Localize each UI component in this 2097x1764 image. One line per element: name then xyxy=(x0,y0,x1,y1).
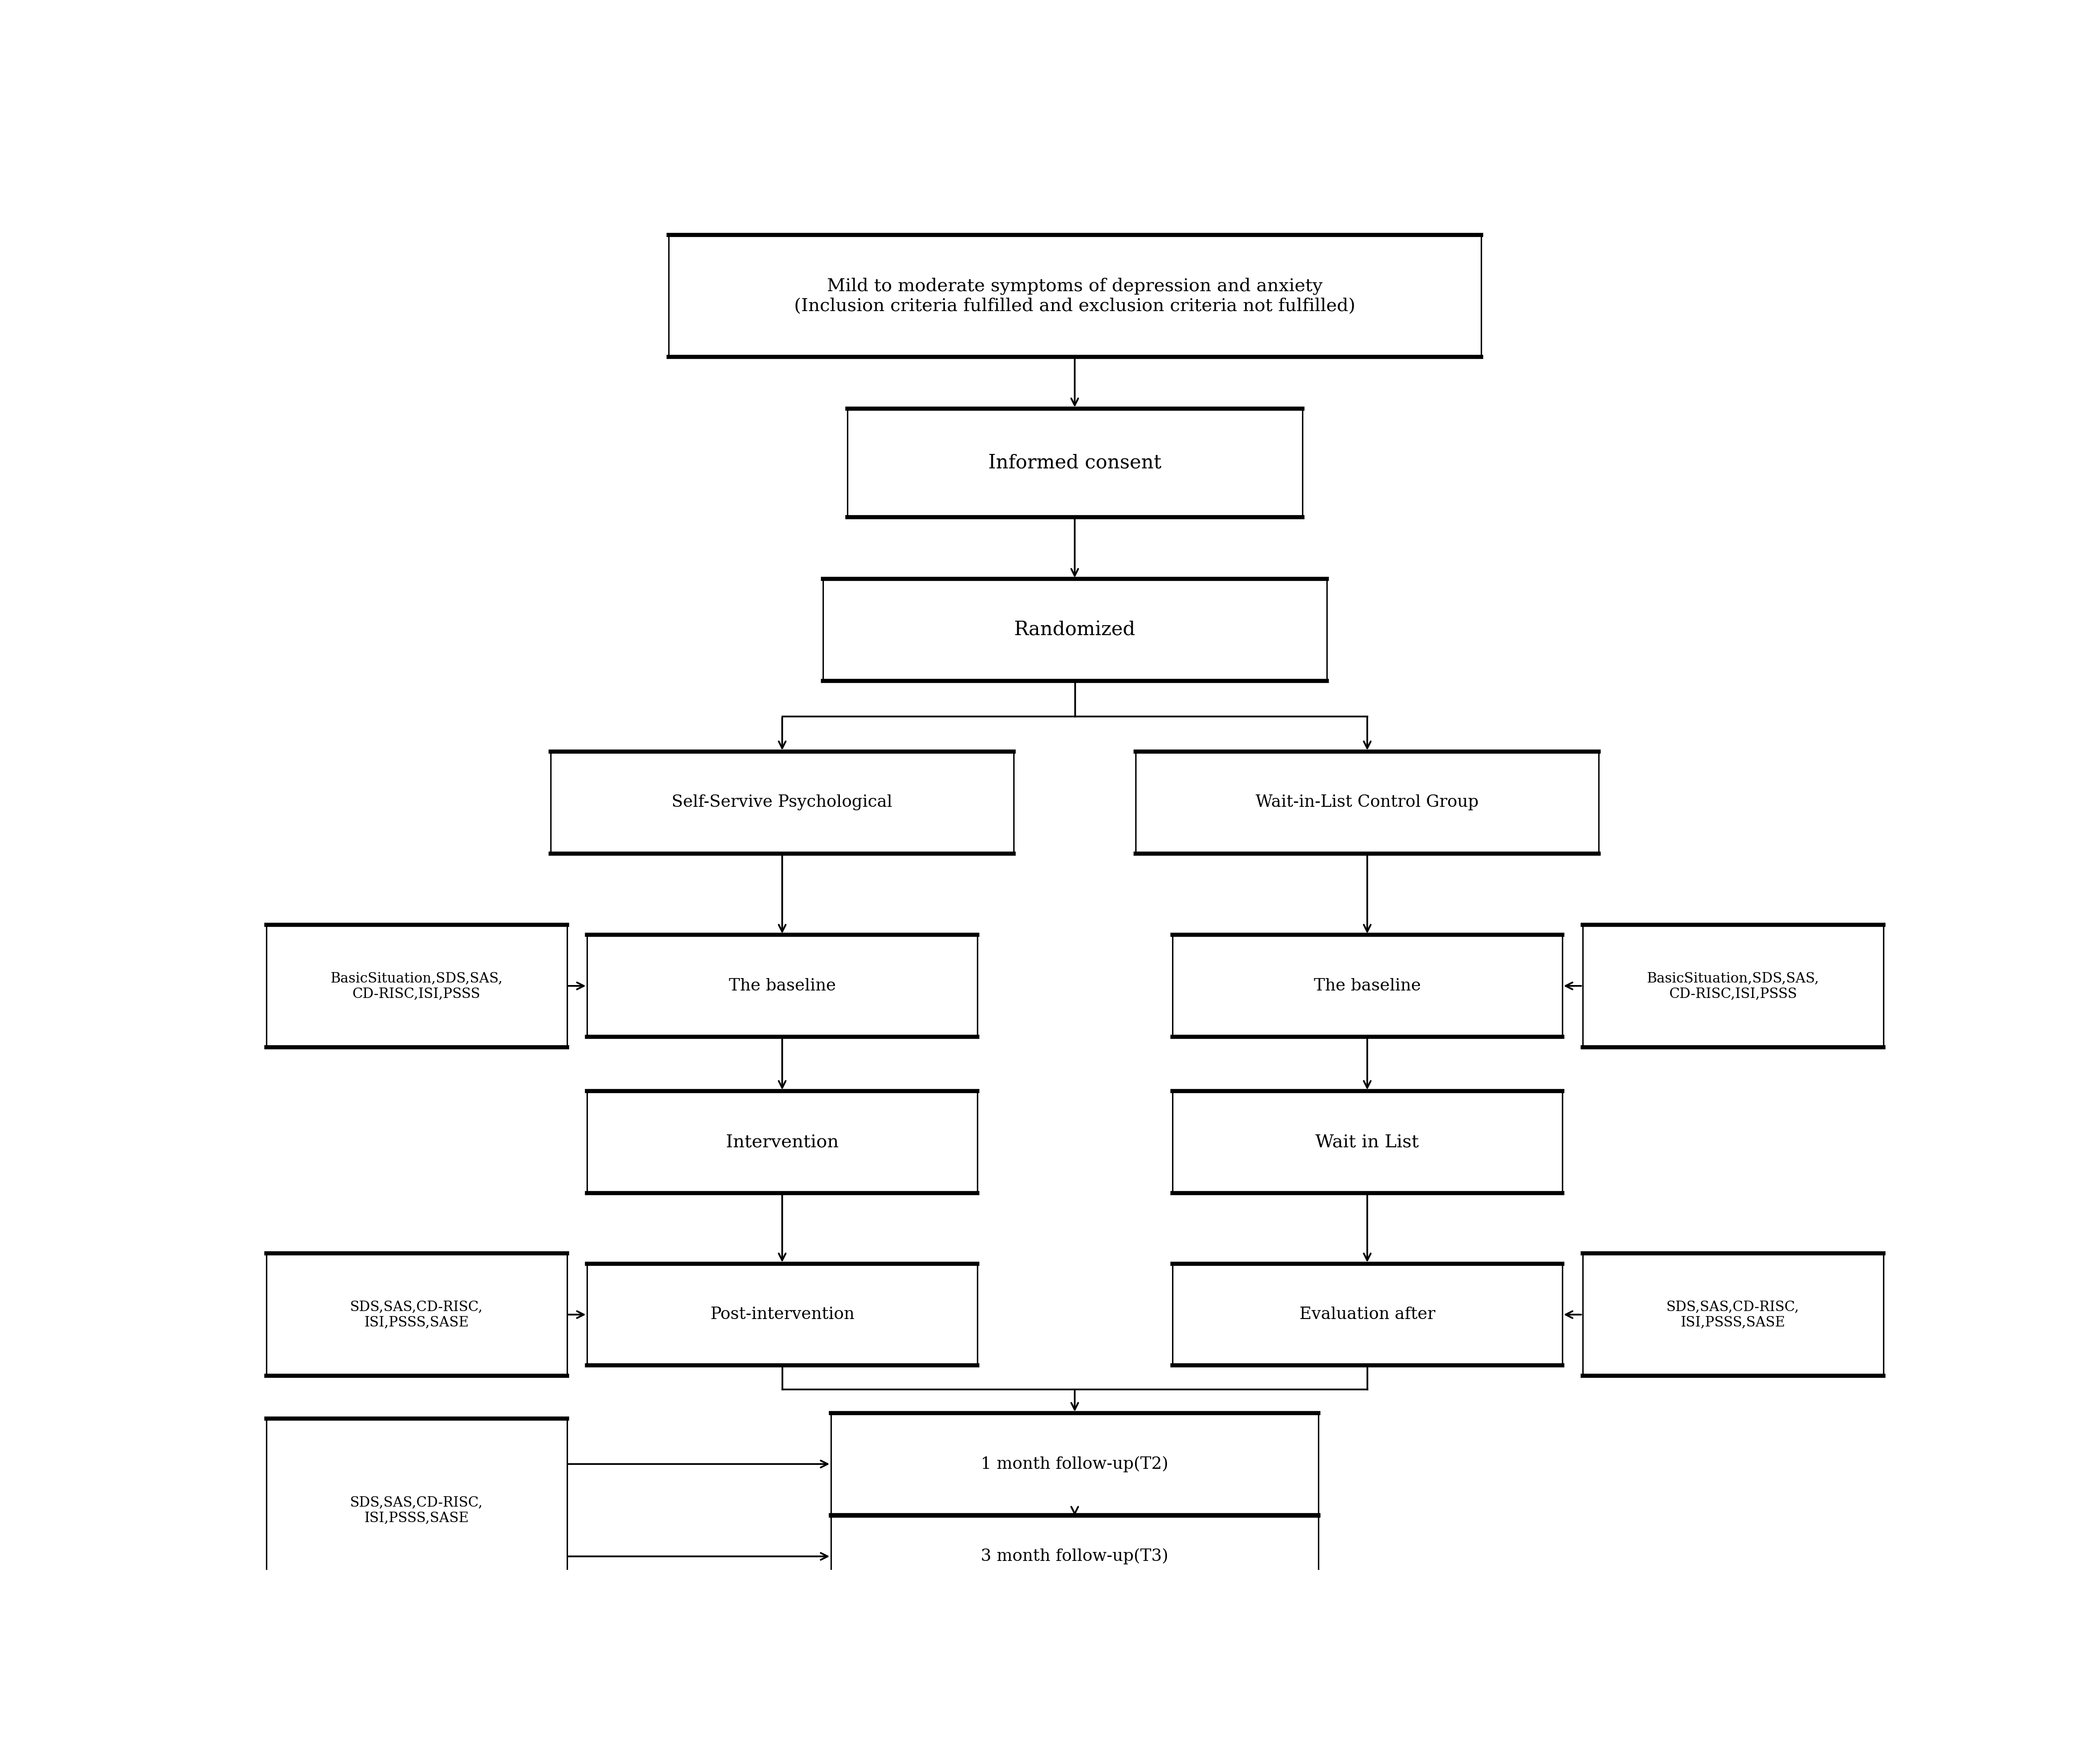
Bar xyxy=(847,409,1302,517)
Bar xyxy=(266,924,566,1048)
Bar xyxy=(552,751,1013,854)
Bar xyxy=(669,235,1480,356)
Bar xyxy=(1583,924,1883,1048)
Text: Intervention: Intervention xyxy=(726,1134,839,1150)
Bar xyxy=(822,579,1327,681)
Text: Evaluation after: Evaluation after xyxy=(1300,1307,1434,1323)
Bar xyxy=(587,1092,977,1192)
Text: Mild to moderate symptoms of depression and anxiety
(Inclusion criteria fulfille: Mild to moderate symptoms of depression … xyxy=(795,277,1355,314)
Text: Post-intervention: Post-intervention xyxy=(711,1307,853,1323)
Text: SDS,SAS,CD-RISC,
ISI,PSSS,SASE: SDS,SAS,CD-RISC, ISI,PSSS,SASE xyxy=(350,1496,482,1524)
Bar xyxy=(1172,1092,1562,1192)
Bar xyxy=(587,935,977,1037)
Text: Self-Servive Psychological: Self-Servive Psychological xyxy=(671,794,893,810)
Bar xyxy=(830,1413,1319,1515)
Text: Wait-in-List Control Group: Wait-in-List Control Group xyxy=(1256,794,1478,810)
Bar xyxy=(1172,935,1562,1037)
Bar xyxy=(1137,751,1598,854)
Bar xyxy=(266,1418,566,1602)
Bar xyxy=(830,1515,1319,1596)
Bar xyxy=(266,1254,566,1376)
Text: 3 month follow-up(T3): 3 month follow-up(T3) xyxy=(981,1549,1168,1565)
Text: The baseline: The baseline xyxy=(1313,977,1422,993)
Text: SDS,SAS,CD-RISC,
ISI,PSSS,SASE: SDS,SAS,CD-RISC, ISI,PSSS,SASE xyxy=(1667,1300,1799,1328)
Text: The baseline: The baseline xyxy=(728,977,837,993)
Text: Informed consent: Informed consent xyxy=(988,453,1162,473)
Bar xyxy=(1583,1254,1883,1376)
Text: 1 month follow-up(T2): 1 month follow-up(T2) xyxy=(981,1455,1168,1473)
Bar xyxy=(1172,1263,1562,1365)
Text: BasicSituation,SDS,SAS,
CD-RISC,ISI,PSSS: BasicSituation,SDS,SAS, CD-RISC,ISI,PSSS xyxy=(1646,972,1818,1000)
Bar xyxy=(587,1263,977,1365)
Text: SDS,SAS,CD-RISC,
ISI,PSSS,SASE: SDS,SAS,CD-RISC, ISI,PSSS,SASE xyxy=(350,1300,482,1328)
Text: Wait in List: Wait in List xyxy=(1315,1134,1420,1150)
Text: BasicSituation,SDS,SAS,
CD-RISC,ISI,PSSS: BasicSituation,SDS,SAS, CD-RISC,ISI,PSSS xyxy=(331,972,503,1000)
Text: Randomized: Randomized xyxy=(1015,621,1134,639)
